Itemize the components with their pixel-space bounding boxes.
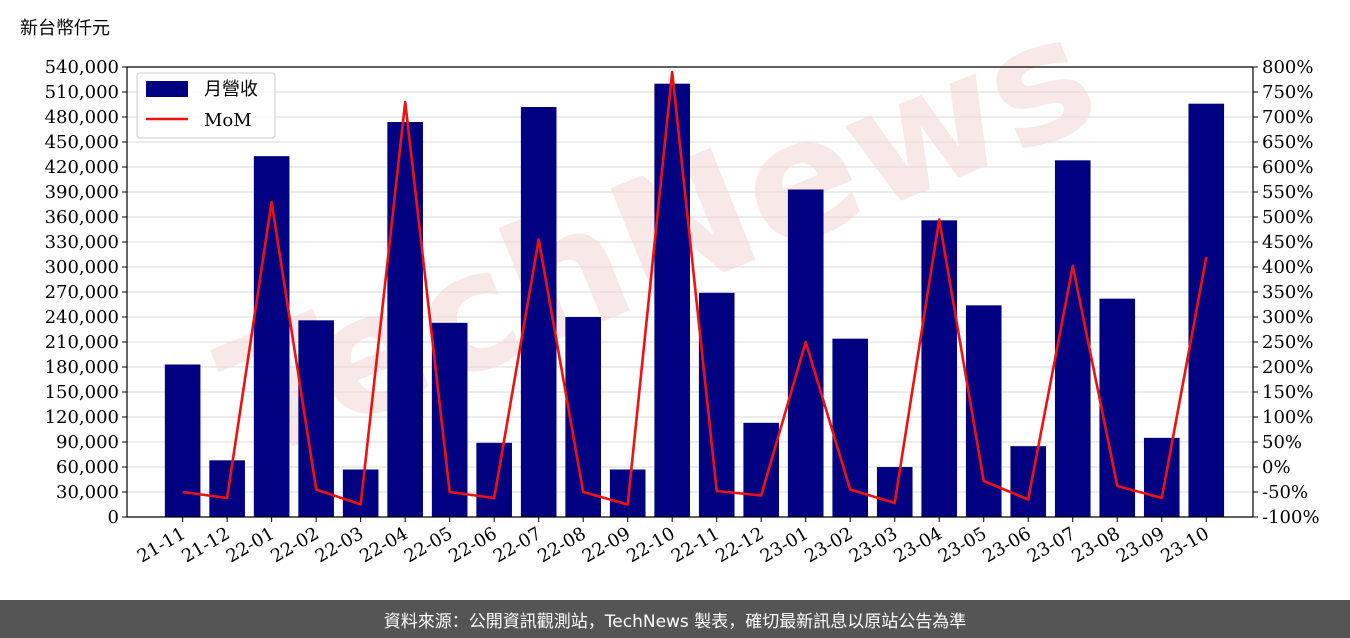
- left-tick-label: 300,000: [45, 257, 119, 278]
- left-tick-label: 540,000: [45, 57, 119, 78]
- bar-22-04: [387, 122, 423, 517]
- right-tick-label: 750%: [1262, 82, 1313, 103]
- x-tick-label: 23-04: [890, 523, 945, 567]
- right-tick-label: 500%: [1262, 207, 1313, 228]
- right-tick-label: 550%: [1262, 182, 1313, 203]
- right-tick-label: 650%: [1262, 132, 1313, 153]
- right-tick-label: 100%: [1262, 407, 1313, 428]
- legend-label-revenue: 月營收: [204, 79, 258, 100]
- legend-label-mom: MoM: [204, 110, 252, 131]
- x-tick-label: 23-05: [935, 523, 990, 567]
- right-tick-label: 450%: [1262, 232, 1313, 253]
- bar-23-09: [1144, 438, 1180, 517]
- left-tick-label: 330,000: [45, 232, 119, 253]
- left-tick-label: 150,000: [45, 382, 119, 403]
- x-tick-label: 22-10: [623, 523, 678, 567]
- right-tick-label: 50%: [1262, 432, 1302, 453]
- x-tick-label: 22-09: [579, 523, 634, 567]
- x-tick-label: 21-11: [134, 523, 189, 567]
- legend-swatch-bar: [146, 81, 188, 97]
- x-tick-label: 22-04: [356, 523, 411, 567]
- left-tick-label: 30,000: [56, 482, 119, 503]
- x-tick-label: 21-12: [178, 523, 233, 567]
- x-tick-label: 22-12: [712, 523, 767, 567]
- left-tick-label: 120,000: [45, 407, 119, 428]
- bar-23-10: [1188, 104, 1224, 517]
- bar-23-01: [788, 190, 824, 518]
- x-tick-label: 22-11: [668, 523, 723, 567]
- right-tick-label: 250%: [1262, 332, 1313, 353]
- left-tick-label: 510,000: [45, 82, 119, 103]
- right-tick-label: 300%: [1262, 307, 1313, 328]
- x-tick-label: 22-05: [401, 523, 456, 567]
- right-tick-label: 700%: [1262, 107, 1313, 128]
- x-tick-label: 23-08: [1068, 523, 1123, 567]
- x-tick-label: 23-01: [757, 523, 812, 567]
- x-tick-label: 22-03: [312, 523, 367, 567]
- bar-23-03: [877, 467, 913, 517]
- left-tick-label: 60,000: [56, 457, 119, 478]
- revenue-chart: TechNews 030,00060,00090,000120,000150,0…: [0, 0, 1350, 600]
- left-tick-label: 360,000: [45, 207, 119, 228]
- left-tick-label: 90,000: [56, 432, 119, 453]
- bar-21-12: [209, 460, 245, 517]
- right-tick-label: 400%: [1262, 257, 1313, 278]
- bar-23-06: [1010, 446, 1046, 517]
- right-tick-label: 0%: [1262, 457, 1291, 478]
- bar-22-12: [743, 423, 779, 517]
- left-tick-label: 480,000: [45, 107, 119, 128]
- right-tick-label: -50%: [1262, 482, 1308, 503]
- x-tick-label: 23-03: [846, 523, 901, 567]
- x-tick-label: 22-07: [490, 523, 545, 567]
- x-tick-label: 22-06: [445, 523, 500, 567]
- right-tick-label: 800%: [1262, 57, 1313, 78]
- right-tick-label: 350%: [1262, 282, 1313, 303]
- x-tick-label: 22-01: [223, 523, 278, 567]
- x-tick-label: 23-09: [1113, 523, 1168, 567]
- right-tick-label: 200%: [1262, 357, 1313, 378]
- left-tick-label: 240,000: [45, 307, 119, 328]
- left-tick-label: 210,000: [45, 332, 119, 353]
- footer-source: 資料來源：公開資訊觀測站，TechNews 製表，確切最新訊息以原站公告為準: [0, 600, 1350, 638]
- left-tick-label: 0: [108, 507, 119, 528]
- x-tick-label: 22-02: [267, 523, 322, 567]
- bar-22-06: [476, 443, 512, 517]
- left-tick-label: 420,000: [45, 157, 119, 178]
- left-tick-label: 450,000: [45, 132, 119, 153]
- bar-22-10: [654, 84, 690, 517]
- right-tick-label: 150%: [1262, 382, 1313, 403]
- legend: 月營收 MoM: [137, 73, 275, 138]
- x-tick-label: 22-08: [534, 523, 589, 567]
- x-tick-label: 23-02: [801, 523, 856, 567]
- x-tick-label: 23-07: [1024, 523, 1079, 567]
- x-tick-label: 23-10: [1157, 523, 1212, 567]
- left-tick-label: 270,000: [45, 282, 119, 303]
- right-tick-label: 600%: [1262, 157, 1313, 178]
- left-tick-label: 390,000: [45, 182, 119, 203]
- right-tick-label: -100%: [1262, 507, 1320, 528]
- bar-23-07: [1055, 160, 1091, 517]
- left-tick-label: 180,000: [45, 357, 119, 378]
- bar-23-04: [921, 220, 957, 517]
- x-tick-label: 23-06: [979, 523, 1034, 567]
